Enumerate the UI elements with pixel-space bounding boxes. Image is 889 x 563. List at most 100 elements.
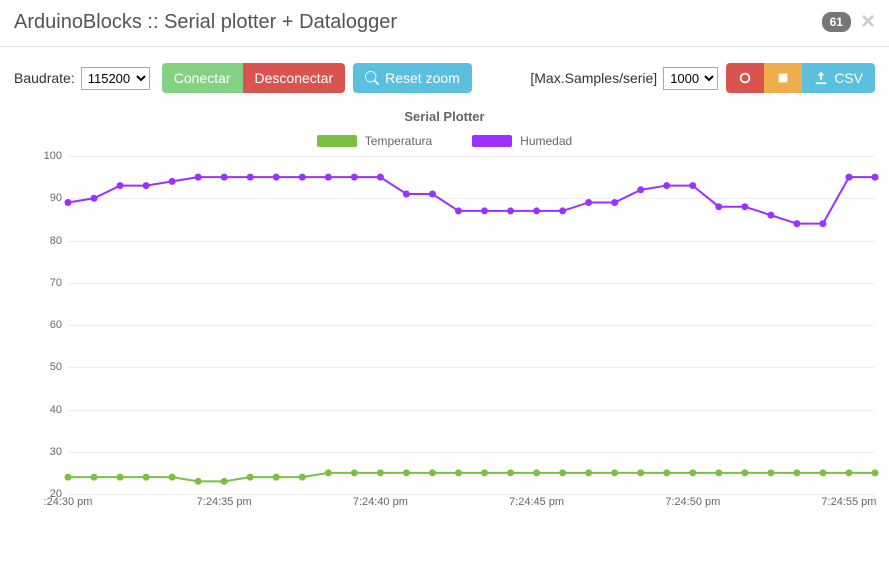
data-point[interactable] xyxy=(195,478,202,485)
legend-swatch xyxy=(317,135,357,147)
stop-button[interactable] xyxy=(764,63,802,93)
x-tick: 7:24:35 pm xyxy=(197,496,252,508)
data-point[interactable] xyxy=(455,207,462,214)
data-point[interactable] xyxy=(585,469,592,476)
data-point[interactable] xyxy=(403,469,410,476)
data-point[interactable] xyxy=(793,469,800,476)
data-point[interactable] xyxy=(91,474,98,481)
reset-zoom-button[interactable]: Reset zoom xyxy=(353,63,472,93)
data-point[interactable] xyxy=(663,182,670,189)
data-point[interactable] xyxy=(533,469,540,476)
data-point[interactable] xyxy=(143,182,150,189)
data-point[interactable] xyxy=(741,469,748,476)
data-point[interactable] xyxy=(481,469,488,476)
close-icon[interactable]: × xyxy=(861,10,875,34)
data-point[interactable] xyxy=(299,174,306,181)
data-point[interactable] xyxy=(299,474,306,481)
data-point[interactable] xyxy=(611,199,618,206)
stop-icon xyxy=(776,71,790,85)
data-point[interactable] xyxy=(455,469,462,476)
y-tick: 80 xyxy=(50,235,62,247)
data-point[interactable] xyxy=(611,469,618,476)
chart-title: Serial Plotter xyxy=(14,109,875,124)
search-icon xyxy=(365,71,379,85)
y-tick: 40 xyxy=(50,404,62,416)
data-point[interactable] xyxy=(403,191,410,198)
data-point[interactable] xyxy=(247,174,254,181)
legend-item[interactable]: Temperatura xyxy=(317,134,432,148)
data-point[interactable] xyxy=(767,469,774,476)
data-point[interactable] xyxy=(91,195,98,202)
plot-area xyxy=(68,156,875,494)
data-point[interactable] xyxy=(872,469,879,476)
data-point[interactable] xyxy=(221,478,228,485)
data-point[interactable] xyxy=(377,174,384,181)
data-point[interactable] xyxy=(533,207,540,214)
data-point[interactable] xyxy=(169,474,176,481)
data-point[interactable] xyxy=(325,469,332,476)
connect-button[interactable]: Conectar xyxy=(162,63,243,93)
data-point[interactable] xyxy=(143,474,150,481)
legend-swatch xyxy=(472,135,512,147)
data-point[interactable] xyxy=(689,469,696,476)
data-point[interactable] xyxy=(429,469,436,476)
data-point[interactable] xyxy=(637,469,644,476)
record-button[interactable] xyxy=(726,63,764,93)
data-point[interactable] xyxy=(845,174,852,181)
counter-badge: 61 xyxy=(822,12,851,32)
data-point[interactable] xyxy=(351,469,358,476)
grid-line xyxy=(68,494,875,495)
data-point[interactable] xyxy=(169,178,176,185)
data-point[interactable] xyxy=(325,174,332,181)
data-point[interactable] xyxy=(481,207,488,214)
data-point[interactable] xyxy=(377,469,384,476)
chart-legend: Temperatura Humedad xyxy=(14,134,875,148)
data-point[interactable] xyxy=(117,182,124,189)
data-point[interactable] xyxy=(507,469,514,476)
baudrate-select[interactable]: 115200 xyxy=(81,67,150,90)
data-point[interactable] xyxy=(637,186,644,193)
export-csv-button[interactable]: CSV xyxy=(802,63,875,93)
data-point[interactable] xyxy=(845,469,852,476)
data-point[interactable] xyxy=(273,174,280,181)
data-point[interactable] xyxy=(872,174,879,181)
y-tick: 100 xyxy=(44,150,62,162)
data-point[interactable] xyxy=(221,174,228,181)
data-point[interactable] xyxy=(715,469,722,476)
markers-layer xyxy=(68,156,875,494)
record-icon xyxy=(738,71,752,85)
header: ArduinoBlocks :: Serial plotter + Datalo… xyxy=(0,0,889,47)
data-point[interactable] xyxy=(715,203,722,210)
data-point[interactable] xyxy=(559,469,566,476)
max-samples-select[interactable]: 1000 xyxy=(663,67,718,90)
disconnect-button[interactable]: Desconectar xyxy=(243,63,346,93)
y-tick: 30 xyxy=(50,446,62,458)
data-point[interactable] xyxy=(819,220,826,227)
y-tick: 60 xyxy=(50,319,62,331)
data-point[interactable] xyxy=(793,220,800,227)
data-point[interactable] xyxy=(663,469,670,476)
data-point[interactable] xyxy=(585,199,592,206)
x-tick: 7:24:40 pm xyxy=(353,496,408,508)
data-point[interactable] xyxy=(117,474,124,481)
legend-item[interactable]: Humedad xyxy=(472,134,572,148)
data-point[interactable] xyxy=(689,182,696,189)
page-title: ArduinoBlocks :: Serial plotter + Datalo… xyxy=(14,11,397,34)
data-point[interactable] xyxy=(767,212,774,219)
toolbar: Baudrate: 115200 Conectar Desconectar Re… xyxy=(0,47,889,103)
upload-icon xyxy=(814,71,828,85)
data-point[interactable] xyxy=(819,469,826,476)
data-point[interactable] xyxy=(65,199,72,206)
chart-plot[interactable]: 2030405060708090100 :24:30 pm7:24:35 pm7… xyxy=(32,156,875,516)
data-point[interactable] xyxy=(65,474,72,481)
data-point[interactable] xyxy=(351,174,358,181)
data-point[interactable] xyxy=(507,207,514,214)
data-point[interactable] xyxy=(741,203,748,210)
data-point[interactable] xyxy=(273,474,280,481)
data-point[interactable] xyxy=(559,207,566,214)
data-point[interactable] xyxy=(195,174,202,181)
y-axis: 2030405060708090100 xyxy=(32,156,68,494)
data-point[interactable] xyxy=(247,474,254,481)
legend-label: Humedad xyxy=(520,134,572,148)
data-point[interactable] xyxy=(429,191,436,198)
